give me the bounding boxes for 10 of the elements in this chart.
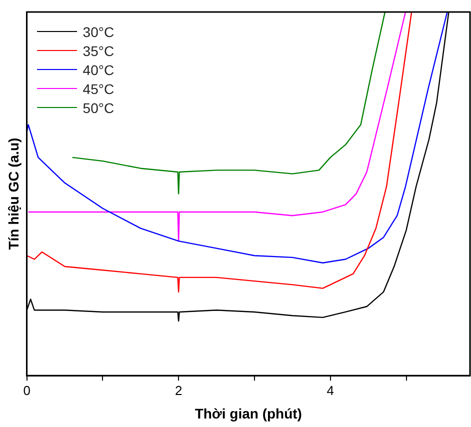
- x-tick-label: 4: [326, 382, 334, 398]
- legend-label: 40°C: [82, 62, 114, 78]
- x-tick-label: 2: [174, 382, 182, 398]
- legend-label: 50°C: [82, 100, 114, 116]
- y-axis-title: Tín hiệu GC (a.u): [5, 138, 22, 250]
- legend-label: 35°C: [82, 42, 114, 58]
- legend-label: 45°C: [82, 80, 114, 96]
- x-tick-label: 0: [23, 382, 30, 398]
- legend-label: 30°C: [82, 24, 114, 40]
- x-axis-title: Thời gian (phút): [194, 405, 302, 422]
